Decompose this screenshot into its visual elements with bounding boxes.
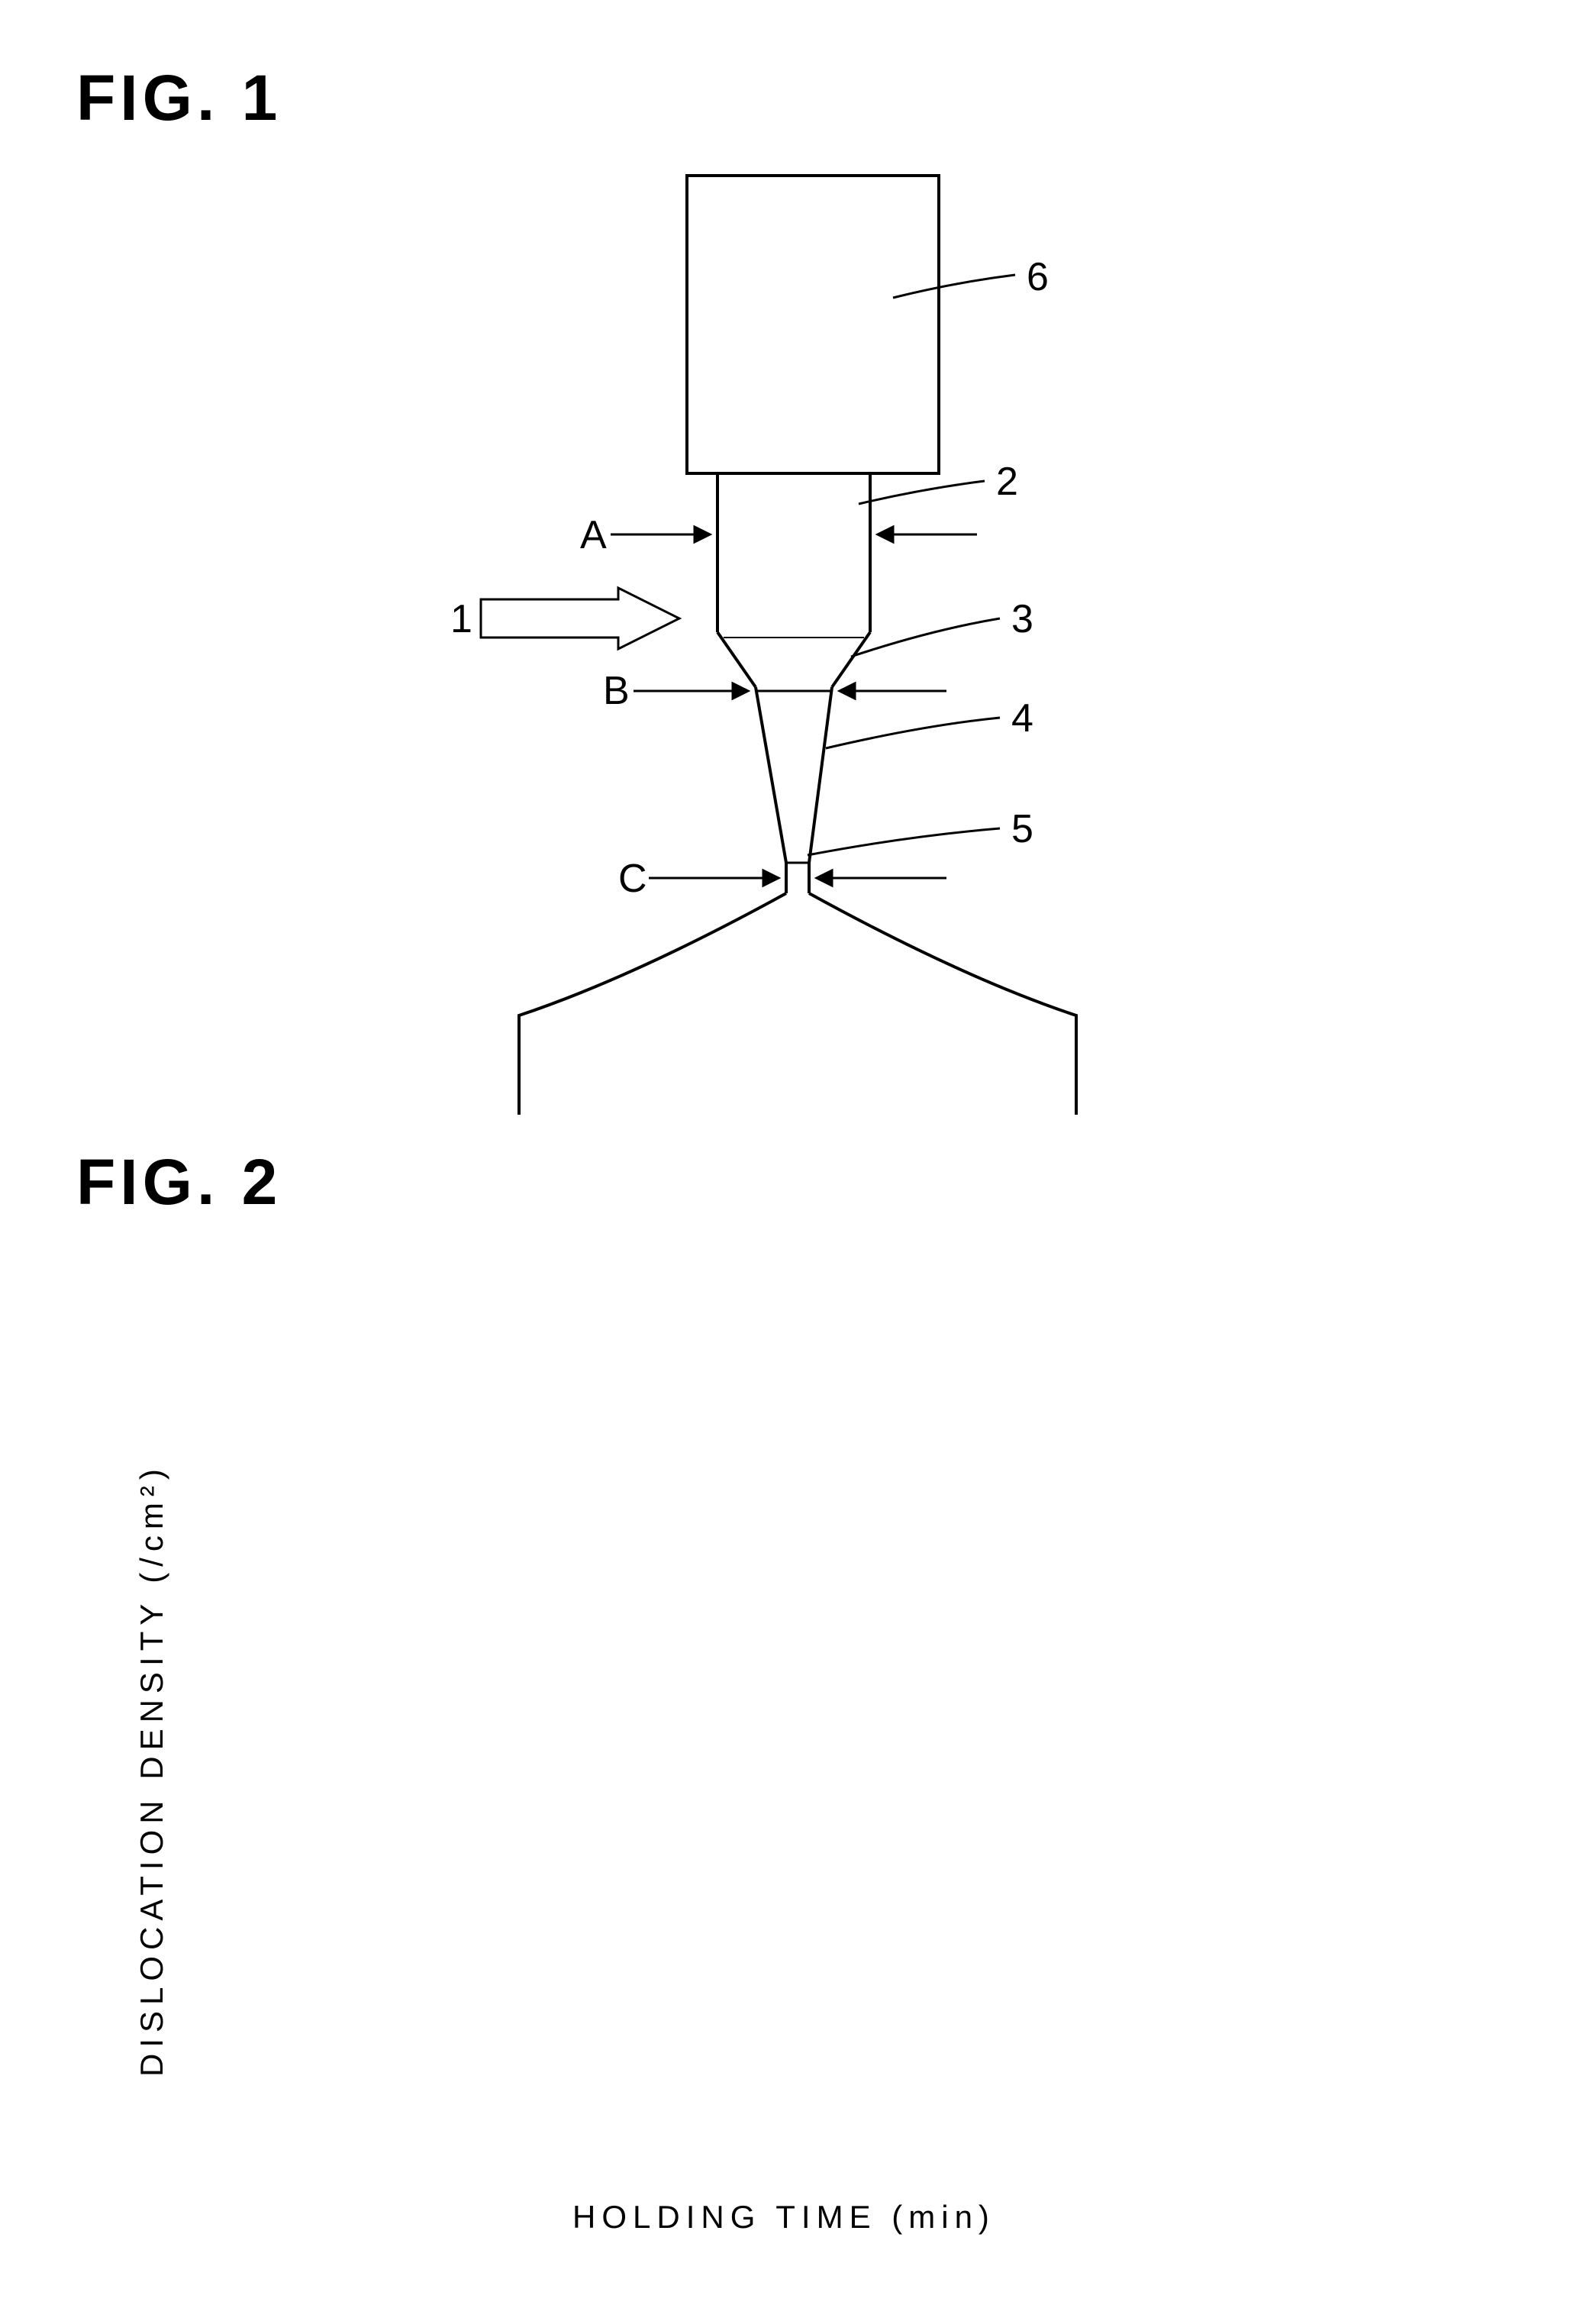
- fig2-chart: 0510152010⁴10⁵: [0, 0, 1596, 1145]
- fig2-label: FIG. 2: [76, 1145, 282, 1219]
- fig2-xlabel: HOLDING TIME (min): [572, 2199, 995, 2236]
- fig2-ylabel: DISLOCATION DENSITY (/cm²): [134, 1463, 170, 2077]
